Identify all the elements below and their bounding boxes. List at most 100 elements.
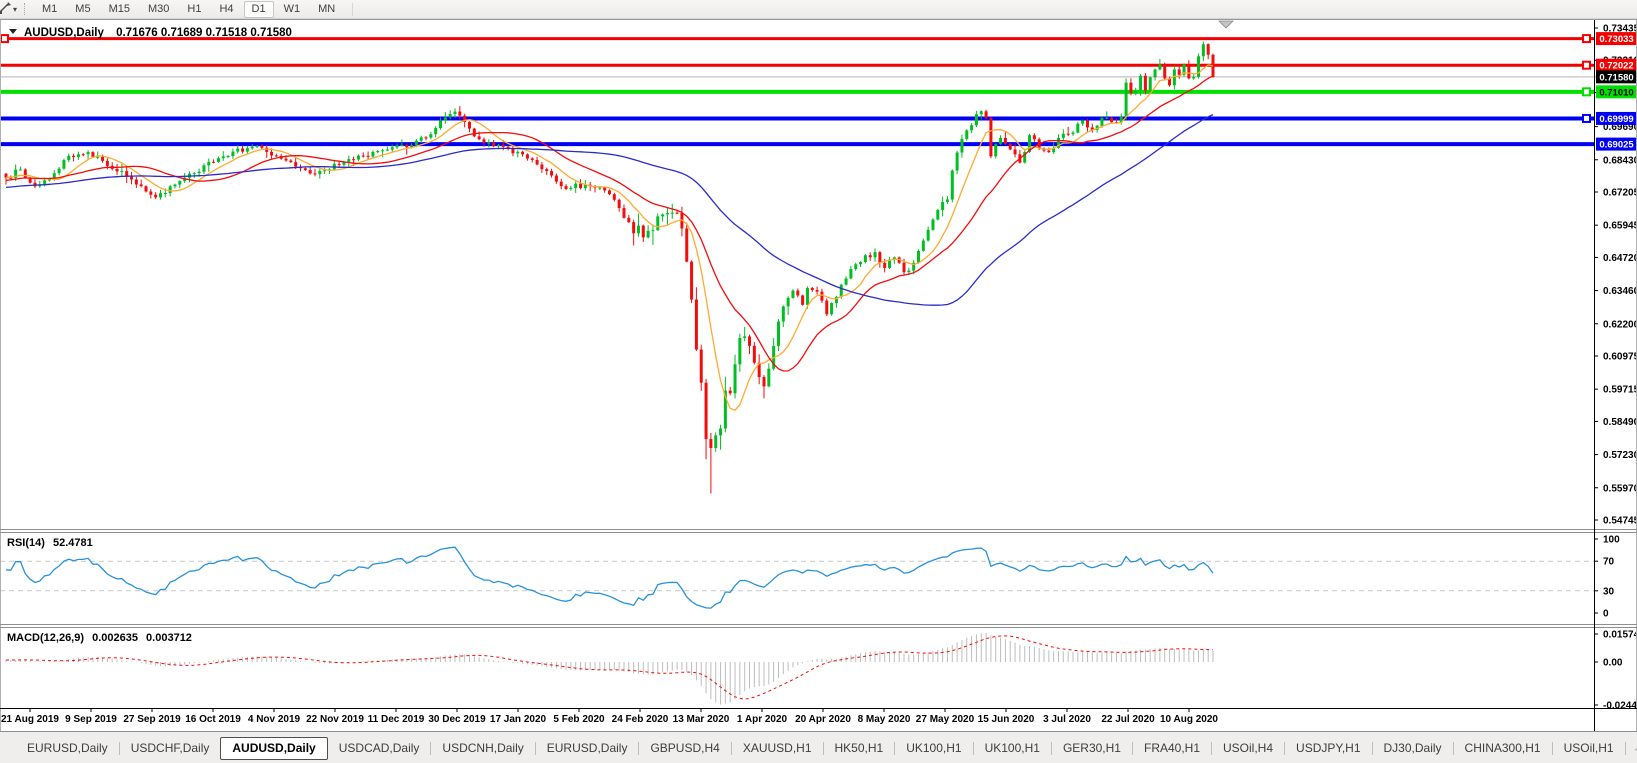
- line-handle[interactable]: [1582, 34, 1591, 44]
- macd-signal-value: 0.003712: [146, 632, 192, 644]
- timeframe-button-w1[interactable]: W1: [283, 2, 301, 15]
- line-handle[interactable]: [1582, 87, 1591, 97]
- chart-tab-eurusd-daily[interactable]: EURUSD,Daily: [546, 741, 628, 755]
- timeframe-button-m30[interactable]: M30: [147, 2, 170, 15]
- date-tick-label: 22 Nov 2019: [306, 714, 364, 725]
- candle-body-down: [212, 161, 216, 163]
- timeframe-button-mn[interactable]: MN: [318, 2, 336, 15]
- candle-body-up: [907, 270, 911, 273]
- candle-body-down: [525, 154, 529, 159]
- chart-tab-usdcad-daily[interactable]: USDCAD,Daily: [338, 741, 420, 755]
- candle-body-down: [530, 158, 534, 160]
- chart-tab-usoil-h4[interactable]: USOil,H4: [1223, 741, 1274, 755]
- candle-body-down: [472, 128, 476, 137]
- chart-tab-china300-h1[interactable]: CHINA300,H1: [1464, 741, 1541, 755]
- candle-body-down: [608, 190, 611, 195]
- candle-body-up: [231, 151, 235, 156]
- candle-body-down: [617, 199, 621, 209]
- candle-body-down: [564, 186, 568, 189]
- candle-body-up: [173, 184, 177, 187]
- tab-separator: [638, 742, 640, 755]
- price-tag-level: [1596, 32, 1637, 46]
- candle-body-down: [579, 183, 583, 189]
- chart-tab-usdjpy-h1[interactable]: USDJPY,H1: [1296, 741, 1361, 755]
- candle-body-up: [1201, 44, 1205, 57]
- chart-tab-ger30-h1[interactable]: GER30,H1: [1062, 741, 1121, 755]
- chart-tab-uk100-h1[interactable]: UK100,H1: [984, 741, 1040, 755]
- line-handle[interactable]: [0, 34, 9, 44]
- candle-body-down: [23, 169, 27, 178]
- timeframe-button-h1[interactable]: H1: [187, 2, 202, 15]
- candle-body-up: [941, 201, 945, 211]
- candle-body-down: [101, 156, 105, 161]
- candle-body-up: [381, 150, 385, 152]
- macd-signal-line: [6, 635, 1214, 700]
- timeframe-button-m15[interactable]: M15: [108, 2, 130, 15]
- candle-body-up: [994, 144, 998, 157]
- candle-body-up: [912, 262, 916, 271]
- macd-scale-label: 0.00: [1603, 658, 1623, 669]
- chart-ohlc-values: 0.71676 0.71689 0.71518 0.71580: [116, 27, 292, 39]
- candle-body-up: [323, 170, 327, 172]
- candle-body-up: [487, 142, 491, 144]
- candle-body-down: [337, 163, 341, 165]
- date-tick-label: 13 Mar 2020: [673, 714, 730, 725]
- collapse-caret-icon[interactable]: [9, 29, 17, 34]
- chart-tab-uk100-h1[interactable]: UK100,H1: [906, 741, 962, 755]
- line-handle[interactable]: [1582, 113, 1591, 123]
- date-tick-label: 10 Aug 2020: [1160, 714, 1218, 725]
- candle-body-up: [936, 210, 940, 220]
- toolbar-grip[interactable]: [24, 3, 26, 15]
- ma-mid-line: [5, 75, 1214, 372]
- timeframe-button-m5[interactable]: M5: [75, 2, 91, 15]
- candle-body-up: [569, 187, 573, 189]
- line-tool-icon[interactable]: [0, 2, 11, 16]
- chart-tab-xauusd-h1[interactable]: XAUUSD,H1: [742, 741, 812, 755]
- candle-body-up: [1139, 75, 1143, 91]
- candle-body-up: [873, 252, 877, 258]
- candle-body-up: [236, 148, 240, 152]
- tab-scroll-left-icon[interactable]: ◄: [1633, 744, 1637, 754]
- chart-tab-bar: EURUSD,Daily USDCHF,Daily AUDUSD,Daily USDC…: [0, 735, 1637, 763]
- candle-body-up: [96, 156, 100, 158]
- chevron-down-icon[interactable]: ▾: [13, 4, 18, 14]
- rsi-scale-label: 30: [1603, 586, 1615, 597]
- chart-tab-fra40-h1[interactable]: FRA40,H1: [1143, 741, 1201, 755]
- candle-body-up: [849, 269, 853, 279]
- candle-body-down: [144, 186, 148, 192]
- candle-body-up: [1158, 64, 1162, 70]
- chart-tab-usdcnh-daily[interactable]: USDCNH,Daily: [442, 741, 524, 755]
- timeframe-button-h4[interactable]: H4: [219, 2, 234, 15]
- candle-body-up: [67, 155, 71, 161]
- candle-body-up: [767, 368, 771, 387]
- candle-body-down: [550, 171, 554, 176]
- candle-body-down: [405, 144, 409, 148]
- horizontal-level-lines[interactable]: [0, 37, 1637, 147]
- chart-tab-audusd-daily-active[interactable]: AUDUSD,Daily: [220, 737, 328, 760]
- candle-body-up: [221, 156, 225, 159]
- candle-body-down: [632, 222, 636, 234]
- macd-label: MACD(12,26,9): [7, 632, 84, 644]
- timeframe-button-d1[interactable]: D1: [243, 0, 274, 18]
- chart-tab-gbpusd-h4[interactable]: GBPUSD,H4: [650, 741, 720, 755]
- chart-tab-eurusd-daily[interactable]: EURUSD,Daily: [27, 741, 108, 755]
- chart-tab-dj30-daily[interactable]: DJ30,Daily: [1383, 741, 1442, 755]
- date-tick-label: 11 Dec 2019: [368, 714, 425, 725]
- candle-body-up: [854, 264, 858, 270]
- chart-tab-hk50-h1[interactable]: HK50,H1: [834, 741, 884, 755]
- chart-shift-marker-icon[interactable]: [1218, 20, 1234, 29]
- candle-body-down: [535, 159, 539, 165]
- candle-body-up: [434, 128, 438, 135]
- timeframe-button-m1[interactable]: M1: [42, 2, 58, 15]
- candle-body-up: [371, 151, 375, 157]
- candle-body-up: [47, 179, 51, 181]
- candle-body-up: [1134, 90, 1138, 94]
- candle-body-up: [1052, 147, 1056, 153]
- candle-body-up: [250, 146, 254, 149]
- candle-body-down: [796, 290, 800, 296]
- chart-tab-usdchf-daily[interactable]: USDCHF,Daily: [130, 741, 210, 755]
- line-handle[interactable]: [1582, 60, 1591, 70]
- chart-tab-usoil-h1[interactable]: USOil,H1: [1563, 741, 1614, 755]
- candle-body-up: [979, 111, 983, 115]
